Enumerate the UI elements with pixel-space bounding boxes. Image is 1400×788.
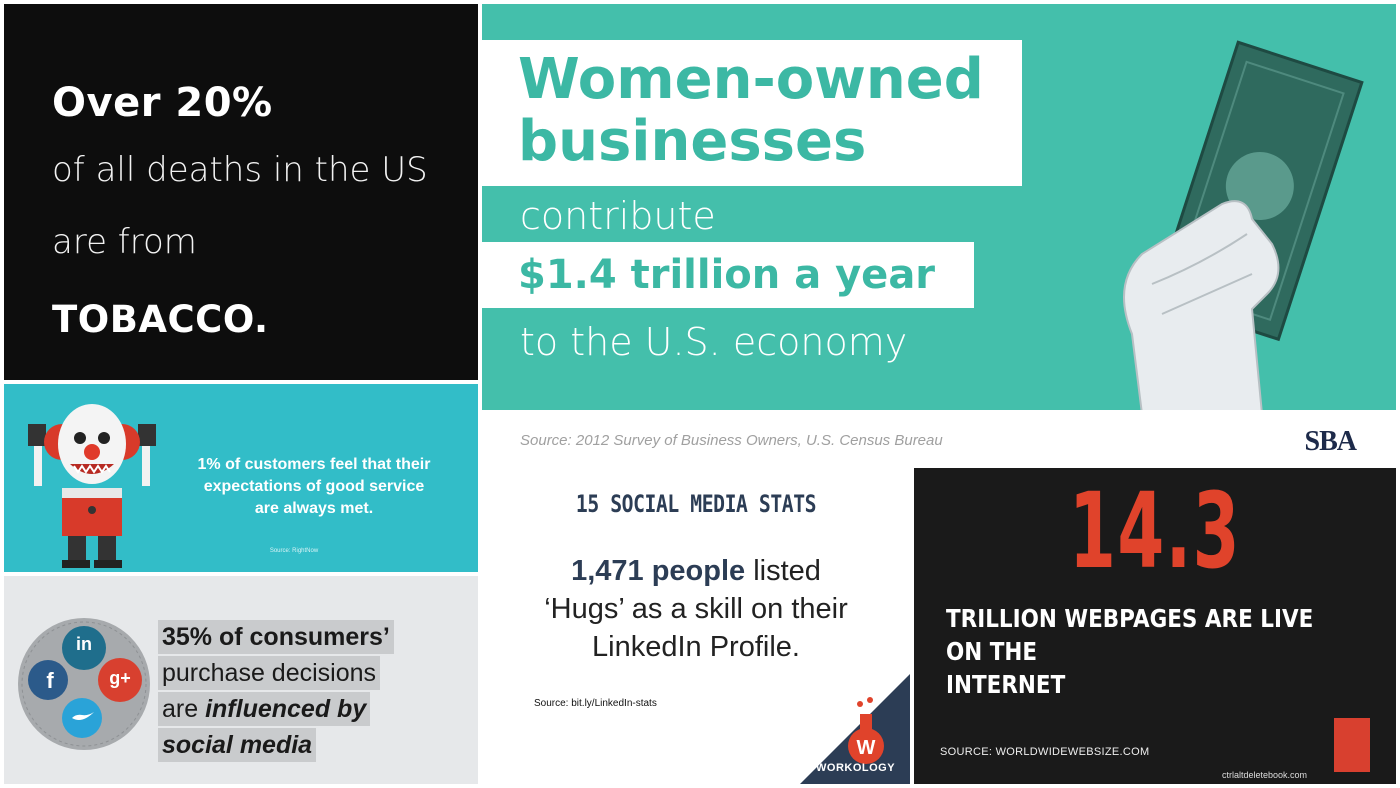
women-footer: Source: 2012 Survey of Business Owners, …: [482, 410, 1396, 464]
tobacco-line-2: of all deaths in the US: [52, 150, 428, 190]
women-headline-1: Women-owned: [518, 47, 984, 112]
webpages-caption-2: INTERNET: [946, 670, 1066, 699]
facebook-label: f: [46, 668, 54, 693]
tobacco-keyword: TOBACCO.: [52, 298, 269, 341]
linkedin-label: in: [76, 634, 92, 654]
hand-money-illustration: [1123, 40, 1364, 414]
clown-line-1: 1% of customers feel that their: [197, 456, 431, 473]
webpages-number: 14.3: [1069, 470, 1241, 592]
linkedin-icon: [62, 626, 106, 670]
amount-box: $1.4 trillion a year: [482, 242, 974, 308]
stats-source: Source: bit.ly/LinkedIn-stats: [534, 698, 657, 709]
book-cover-icon: [1334, 718, 1370, 772]
stats-heading: 15 SOCIAL MEDIA STATS: [575, 490, 817, 518]
social-line-3: are influenced by: [158, 692, 371, 726]
workology-logo: W: [800, 674, 910, 784]
social-line-3a: are: [162, 695, 206, 723]
stats-line-3: LinkedIn Profile.: [592, 631, 800, 663]
women-contribute: contribute: [520, 194, 716, 238]
clown-illustration: [28, 404, 156, 568]
social-icons-cluster: [18, 618, 150, 750]
svg-text:W: W: [857, 737, 876, 759]
sba-logo: SBA: [1304, 426, 1357, 457]
google-plus-label: g+: [109, 668, 131, 688]
social-stats-panel: 15 SOCIAL MEDIA STATS 1,471 people liste…: [482, 468, 910, 784]
women-headline-2: businesses: [518, 109, 867, 174]
women-source: Source: 2012 Survey of Business Owners, …: [520, 432, 943, 449]
facebook-icon: [28, 660, 68, 700]
stats-body: 1,471 people listed ‘Hugs’ as a skill on…: [482, 552, 910, 666]
webpages-site: ctrlaltdeletebook.com: [1222, 770, 1308, 780]
women-amount: $1.4 trillion a year: [518, 252, 936, 298]
webpages-caption-1: TRILLION WEBPAGES ARE LIVE ON THE: [946, 604, 1314, 666]
social-line-4: social media: [158, 728, 317, 762]
webpages-caption: TRILLION WEBPAGES ARE LIVE ON THE INTERN…: [946, 602, 1324, 701]
customer-service-text: 1% of customers feel that their expectat…: [154, 454, 474, 520]
clown-line-2: expectations of good service: [203, 478, 425, 495]
tobacco-panel: Over 20% of all deaths in the US are fro…: [4, 4, 478, 380]
social-line-3b: influenced by: [205, 695, 367, 723]
social-line-1: 35% of consumers’: [158, 620, 394, 654]
stats-line-1-rest: listed: [745, 555, 821, 587]
social-line-2: purchase decisions: [158, 656, 381, 690]
tobacco-line-3: are from: [52, 222, 197, 262]
webpages-panel: 14.3 TRILLION WEBPAGES ARE LIVE ON THE I…: [914, 468, 1396, 784]
google-plus-icon: [98, 658, 142, 702]
stats-line-2: ‘Hugs’ as a skill on their: [544, 593, 848, 625]
tobacco-headline: Over 20%: [52, 80, 273, 126]
stats-bold: 1,471 people: [571, 555, 746, 587]
stats-line-1: 1,471 people listed: [482, 552, 910, 590]
clown-source: Source: RightNow: [269, 548, 319, 554]
women-business-panel: Women-owned businesses contribute $1.4 t…: [482, 4, 1396, 464]
webpages-source: SOURCE: WORLDWIDEWEBSIZE.COM: [940, 746, 1150, 758]
workology-label: WORKOLOGY: [816, 762, 896, 774]
women-economy: to the U.S. economy: [520, 320, 908, 364]
headline-box: Women-owned businesses: [482, 40, 1022, 186]
customer-service-panel: 1% of customers feel that their expectat…: [4, 384, 478, 572]
social-influence-panel: in f g+ 35% of consumers’ purchase decis…: [4, 576, 478, 784]
clown-line-3: are always met.: [254, 500, 374, 517]
